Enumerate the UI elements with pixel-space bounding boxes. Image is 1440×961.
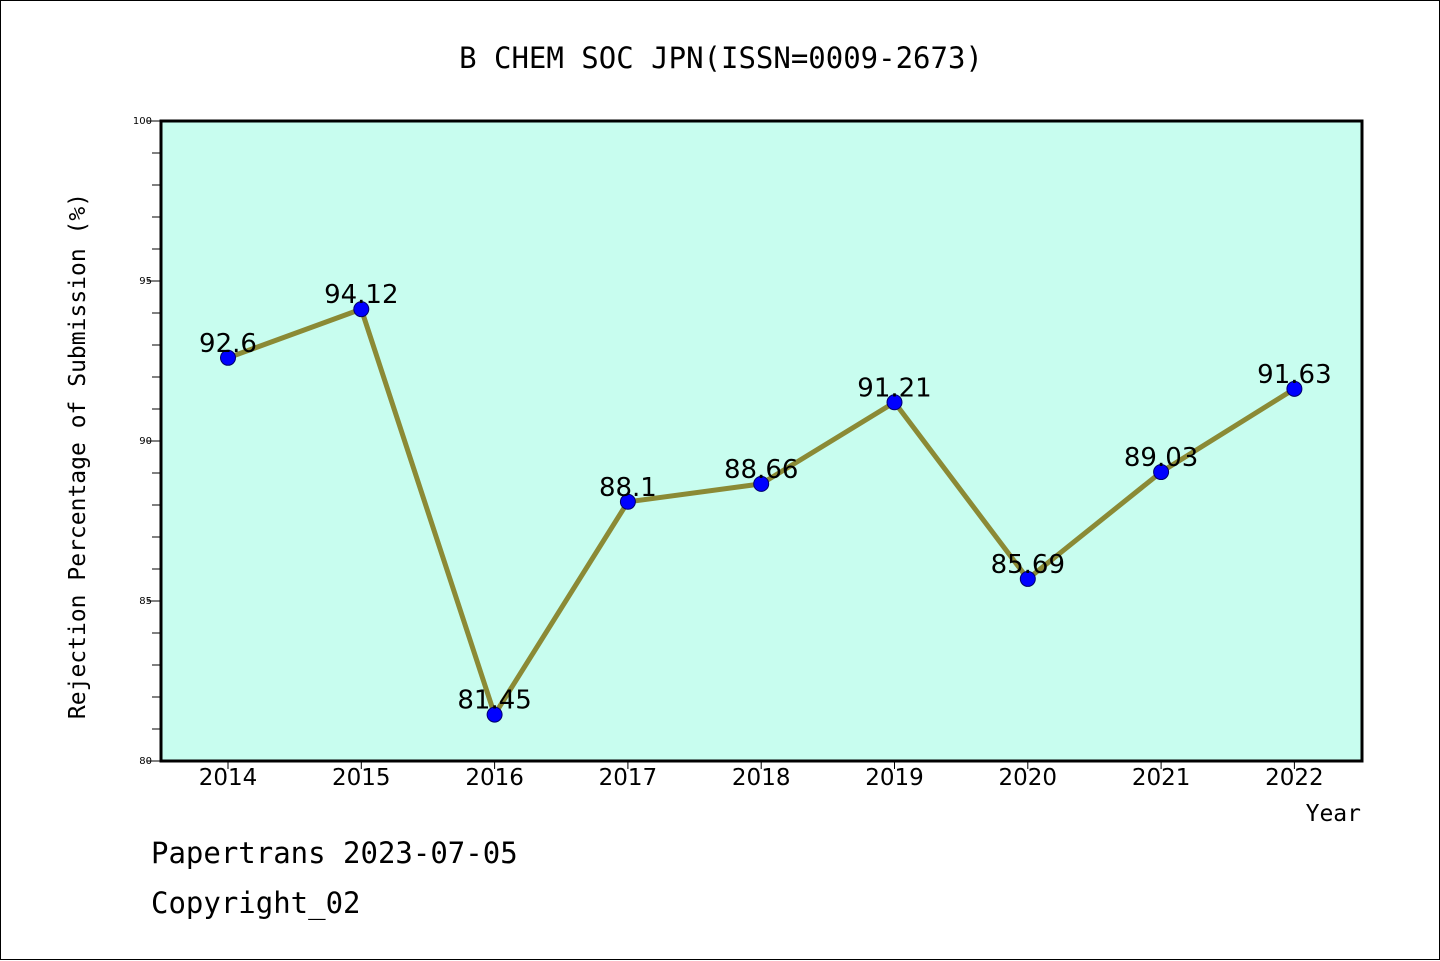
data-label: 88.66 [724, 455, 798, 485]
data-label: 81.45 [457, 686, 531, 716]
y-tick-label: 95 [139, 276, 152, 287]
y-axis-ticks: 80 85 90 95 100 [133, 116, 161, 767]
footer-copyright: Copyright_02 [151, 886, 361, 920]
data-label: 89.03 [1124, 443, 1198, 473]
data-label: 92.6 [199, 329, 257, 359]
data-point [1286, 380, 1303, 397]
data-point [1019, 570, 1036, 587]
data-label: 88.1 [599, 473, 657, 503]
data-point [486, 706, 503, 723]
x-tick-label: 2022 [1265, 765, 1324, 791]
footer-publisher-date: Papertrans 2023-07-05 [151, 836, 518, 870]
x-tick-label: 2014 [199, 765, 258, 791]
data-label: 94.12 [324, 280, 398, 310]
data-label: 91.63 [1257, 360, 1331, 390]
data-label: 85.69 [991, 550, 1065, 580]
data-point [353, 301, 370, 318]
data-point [886, 394, 903, 411]
data-point [220, 349, 236, 366]
x-tick-label: 2018 [732, 765, 791, 791]
x-tick-label: 2019 [865, 765, 924, 791]
x-tick-label: 2015 [332, 765, 391, 791]
y-tick-label: 100 [133, 116, 152, 127]
series-markers [220, 301, 1303, 723]
x-tick-label: 2017 [599, 765, 658, 791]
plot-border [159, 119, 1364, 763]
x-axis-ticks: 2014 2015 2016 2017 2018 2019 2020 2021 2022 [199, 761, 1324, 791]
y-tick-label: 85 [139, 596, 152, 607]
chart-title: B CHEM SOC JPN(ISSN=0009-2673) [459, 41, 983, 75]
y-tick-label: 90 [139, 436, 152, 447]
y-axis-label: Rejection Percentage of Submission (%) [65, 193, 91, 719]
x-tick-label: 2021 [1132, 765, 1191, 791]
data-point [753, 475, 770, 492]
data-labels: 92.6 94.12 81.45 88.1 88.66 91.21 85.69 89.03 91… [199, 280, 1332, 715]
x-axis-label: Year [1306, 801, 1361, 827]
y-tick-label: 80 [139, 756, 152, 767]
data-label: 91.21 [857, 373, 931, 403]
x-tick-label: 2016 [465, 765, 524, 791]
data-point [1153, 464, 1170, 481]
plot-area [161, 121, 1362, 761]
x-tick-label: 2020 [999, 765, 1058, 791]
data-point [619, 493, 636, 510]
